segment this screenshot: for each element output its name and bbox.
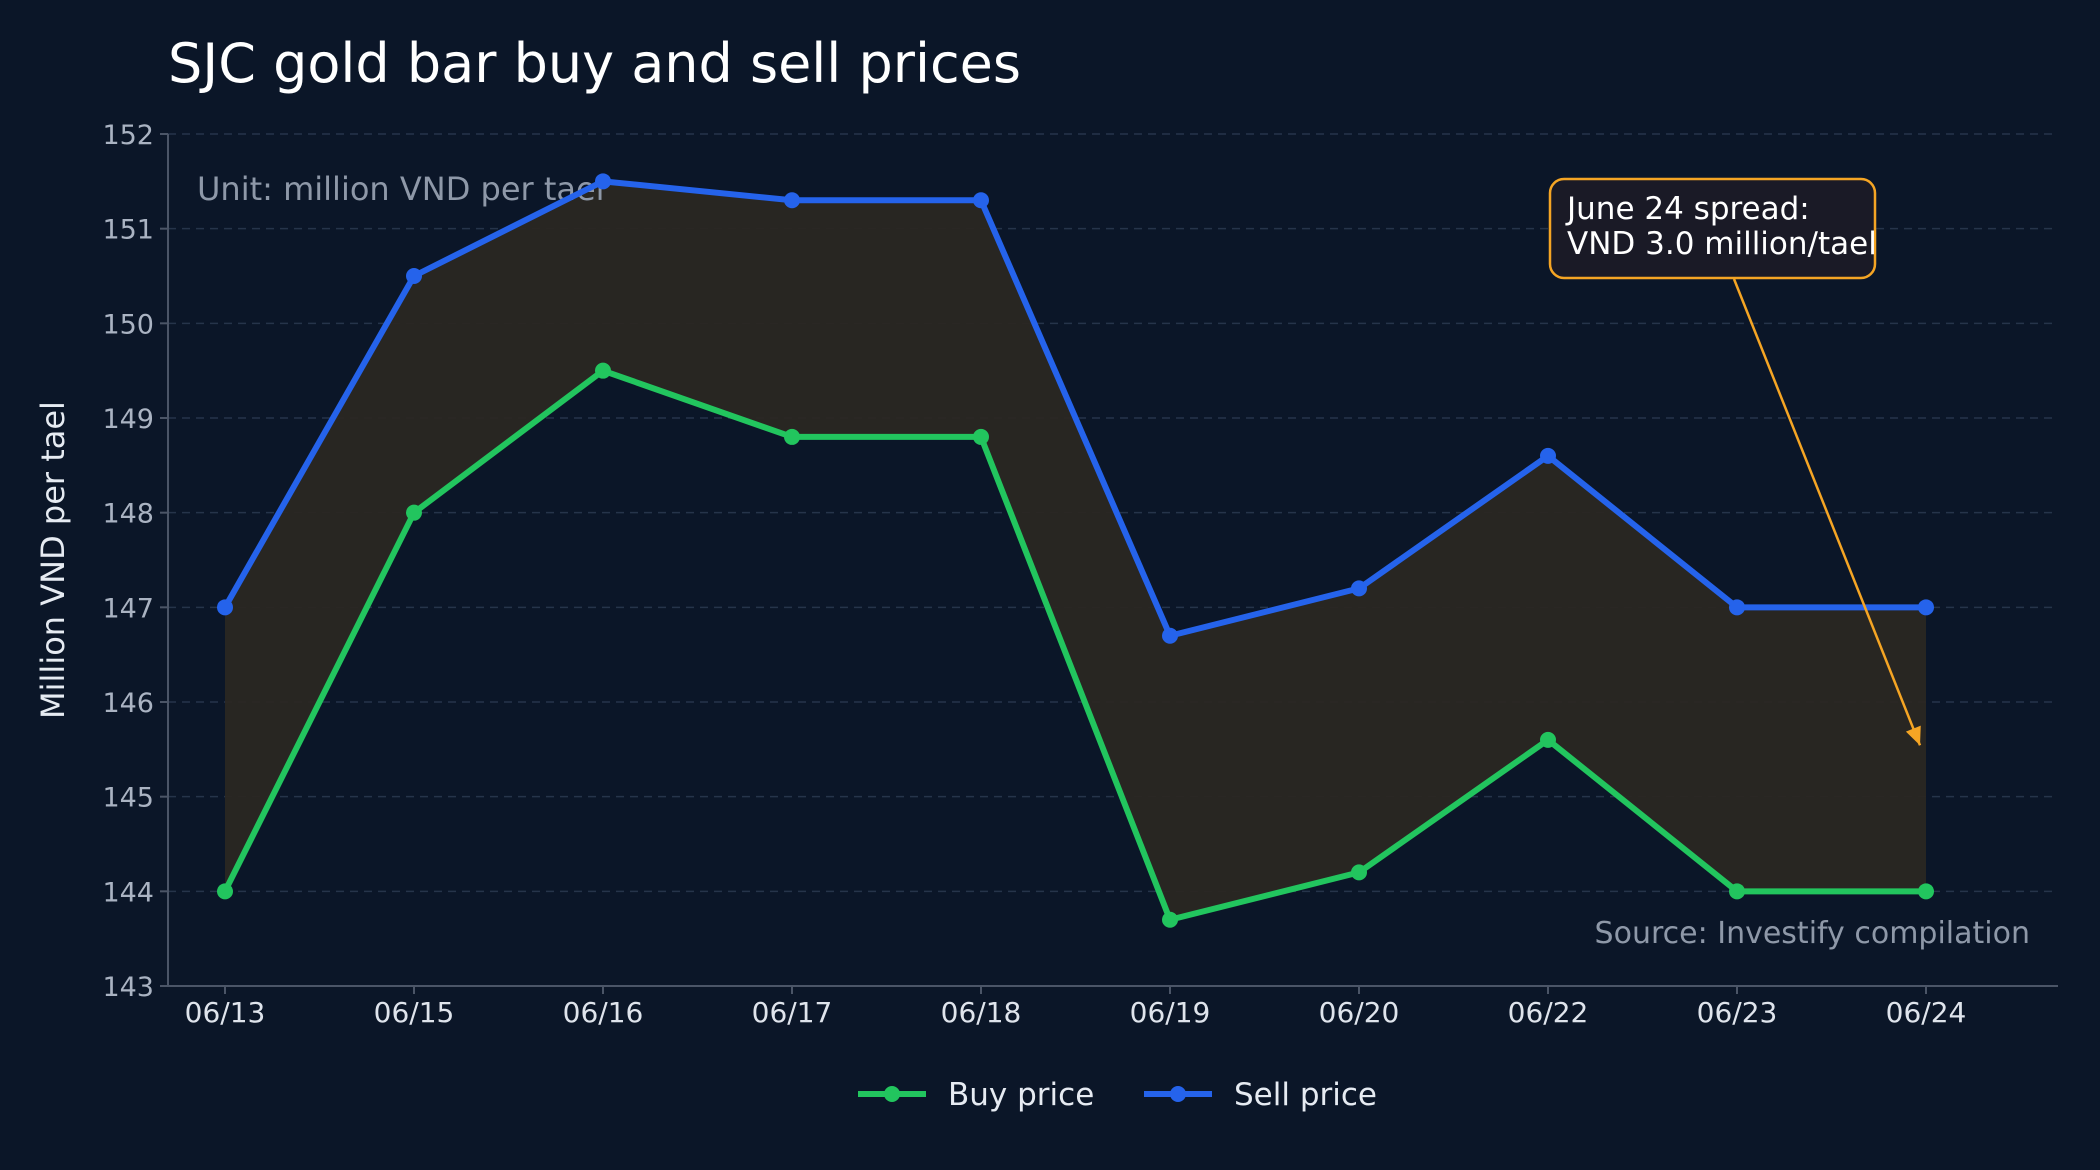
legend-label: Buy price bbox=[948, 1077, 1094, 1113]
y-axis-label: Million VND per tael bbox=[34, 401, 72, 719]
y-tick-label: 145 bbox=[102, 783, 154, 814]
sell-price-point bbox=[784, 192, 800, 209]
annotation-arrow-line bbox=[1732, 278, 1922, 746]
sell-price-point bbox=[1918, 599, 1934, 616]
x-tick-label: 06/24 bbox=[1886, 996, 1967, 1029]
x-tick-label: 06/22 bbox=[1508, 996, 1589, 1029]
unit-note: Unit: million VND per tael bbox=[197, 170, 605, 208]
source-note: Source: Investify compilation bbox=[1595, 916, 2030, 951]
buy-price-point bbox=[1918, 883, 1934, 900]
spread-annotation: June 24 spread: VND 3.0 million/tael bbox=[1548, 177, 1922, 746]
x-axis-ticks: 06/13 06/15 06/16 06/17 06/18 06/19 06/20 06/22… bbox=[185, 986, 1967, 1029]
y-tick-label: 148 bbox=[102, 499, 154, 530]
legend-item-sell-price: Sell price bbox=[1144, 1077, 1377, 1113]
buy-price-point bbox=[1351, 864, 1367, 881]
legend-item-buy-price: Buy price bbox=[858, 1077, 1094, 1113]
x-tick-label: 06/13 bbox=[185, 996, 266, 1029]
buy-price-point bbox=[217, 883, 233, 900]
y-axis-ticks: 143 144 145 146 147 148 149 150 151 152 bbox=[102, 120, 168, 1003]
axes bbox=[167, 134, 2058, 987]
sell-price-point bbox=[1351, 580, 1367, 597]
buy-price-line bbox=[222, 367, 1926, 923]
buy-price-point bbox=[1162, 911, 1178, 928]
y-tick-label: 152 bbox=[102, 120, 154, 151]
y-tick-label: 144 bbox=[102, 877, 154, 908]
y-tick-label: 149 bbox=[102, 404, 154, 435]
sell-price-point bbox=[406, 268, 422, 284]
legend-label: Sell price bbox=[1234, 1077, 1377, 1113]
buy-price-point bbox=[1729, 883, 1745, 900]
x-tick-label: 06/17 bbox=[752, 996, 833, 1029]
x-tick-label: 06/15 bbox=[374, 996, 455, 1029]
y-tick-label: 150 bbox=[102, 309, 154, 340]
chart-title: SJC gold bar buy and sell prices bbox=[168, 32, 1021, 95]
x-tick-label: 06/18 bbox=[941, 996, 1022, 1029]
y-tick-label: 151 bbox=[102, 215, 154, 246]
sell-price-point bbox=[1540, 447, 1556, 464]
series-layer bbox=[217, 173, 1934, 928]
legend-swatch-marker bbox=[884, 1086, 900, 1102]
sell-price-point bbox=[217, 599, 233, 616]
sell-price-point bbox=[595, 173, 611, 190]
sell-price-point bbox=[1729, 599, 1745, 616]
buy-price-point bbox=[595, 362, 611, 379]
buy-price-point bbox=[1540, 731, 1556, 748]
annotation-box bbox=[1548, 177, 1877, 280]
sell-price-line bbox=[222, 178, 1926, 639]
y-tick-label: 147 bbox=[102, 593, 154, 624]
y-tick-label: 146 bbox=[102, 688, 154, 719]
sell-price-point bbox=[1162, 627, 1178, 644]
x-tick-label: 06/20 bbox=[1319, 996, 1400, 1029]
buy-price-point bbox=[784, 428, 800, 445]
sell-price-point bbox=[973, 192, 989, 209]
x-tick-label: 06/19 bbox=[1130, 996, 1211, 1029]
x-tick-label: 06/16 bbox=[563, 996, 644, 1029]
legend-swatch-marker bbox=[1170, 1086, 1186, 1102]
annotation-line-1: June 24 spread: bbox=[1565, 191, 1810, 227]
x-tick-label: 06/23 bbox=[1697, 996, 1778, 1029]
annotation-line-2: VND 3.0 million/tael bbox=[1567, 226, 1877, 262]
annotation-arrow-head bbox=[1905, 725, 1921, 746]
legend: Buy price Sell price bbox=[858, 1077, 1377, 1113]
buy-price-point bbox=[406, 504, 422, 521]
y-tick-label: 143 bbox=[102, 972, 154, 1003]
spread-band bbox=[225, 181, 1926, 920]
buy-price-point bbox=[973, 428, 989, 445]
